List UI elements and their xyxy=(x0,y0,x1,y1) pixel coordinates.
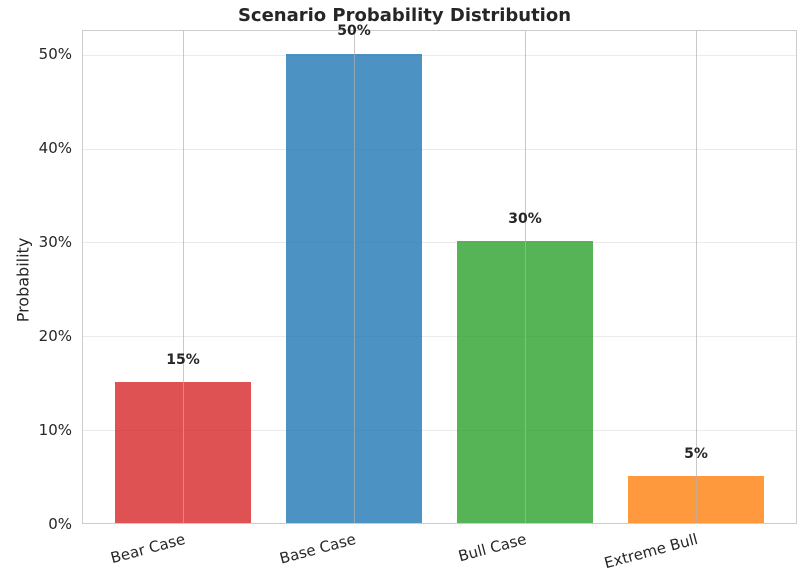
bar-value-label: 50% xyxy=(337,23,371,39)
v-gridline xyxy=(525,31,526,523)
y-tick: 40% xyxy=(38,139,72,157)
v-gridline xyxy=(183,31,184,523)
h-gridline xyxy=(83,336,796,337)
bar-value-label: 15% xyxy=(166,352,200,368)
y-tick: 30% xyxy=(38,233,72,251)
h-gridline xyxy=(83,242,796,243)
plot-area: 15% 50% 30% 5% xyxy=(82,23,797,524)
x-tick: Base Case xyxy=(277,530,358,568)
x-tick: Extreme Bull xyxy=(602,530,700,573)
x-tick: Bear Case xyxy=(108,530,187,568)
bar-value-label: 30% xyxy=(508,211,542,227)
x-tick: Bull Case xyxy=(456,530,529,566)
v-gridline xyxy=(354,31,355,523)
y-tick: 50% xyxy=(38,45,72,63)
y-tick: 20% xyxy=(38,327,72,345)
h-gridline xyxy=(83,149,796,150)
h-gridline xyxy=(83,430,796,431)
v-gridline xyxy=(696,31,697,523)
chart-title: Scenario Probability Distribution xyxy=(237,5,572,26)
y-tick: 10% xyxy=(38,421,72,439)
bar-value-label: 5% xyxy=(684,446,708,462)
y-tick: 0% xyxy=(48,515,72,533)
h-gridline xyxy=(83,55,796,56)
